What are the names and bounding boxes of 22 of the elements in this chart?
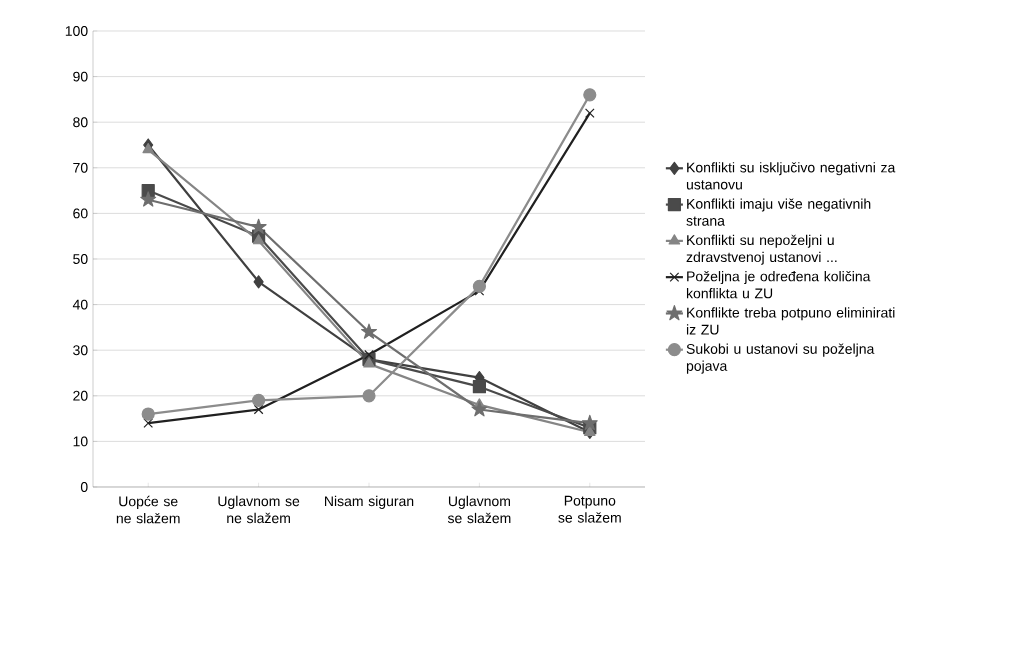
legend-label: Poželjna je određena količina konflikta u ZU — [686, 271, 871, 299]
y-tick-label: 10 — [73, 436, 88, 447]
legend-label: Konflikti su isključivo negativni za ustanovu — [686, 162, 896, 190]
x-tick-label: Uglavnom se slažem — [447, 495, 511, 524]
x-tick-label: Uopće se ne slažem — [116, 495, 180, 524]
legend-label: Konflikti imaju više negativnih strana — [686, 198, 871, 226]
x-tick-label: Uglavnom se ne slažem — [218, 495, 300, 524]
legend-label: Konflikti su nepoželjni u zdravstvenoj ustanovi ... — [686, 234, 837, 265]
y-tick-label: 30 — [73, 345, 88, 356]
legend-label: Sukobi u ustanovi su poželjna pojava — [686, 343, 875, 374]
y-tick-label: 0 — [80, 482, 88, 492]
y-tick-label: 20 — [73, 390, 88, 401]
y-tick-label: 90 — [73, 71, 88, 82]
y-tick-label: 60 — [73, 208, 88, 219]
y-tick-label: 40 — [72, 299, 88, 310]
y-tick-label: 100 — [65, 26, 88, 36]
y-tick-label: 70 — [73, 162, 88, 173]
x-tick-label: Potpuno se slažem — [558, 495, 621, 523]
legend-label: Konflikte treba potpuno eliminirati iz ZU — [686, 307, 895, 335]
x-tick-label: Nisam siguran — [325, 495, 414, 509]
y-tick-label: 80 — [73, 117, 88, 128]
y-tick-label: 50 — [73, 254, 88, 264]
